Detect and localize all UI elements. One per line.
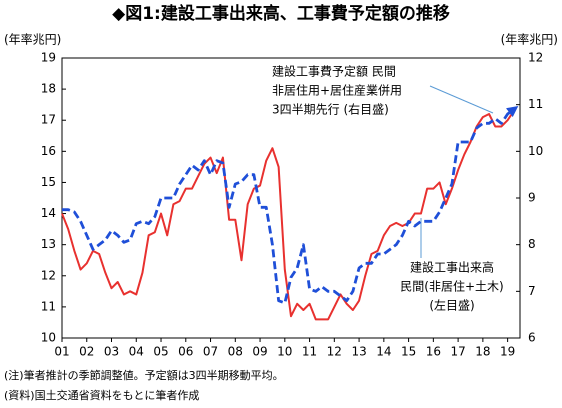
- y2-tick-label: 8: [528, 237, 536, 251]
- y-tick-label: 13: [41, 237, 56, 251]
- x-tick-label: 06: [178, 345, 193, 359]
- y-tick-label: 12: [41, 268, 56, 282]
- x-tick-label: 01: [54, 345, 69, 359]
- x-tick-label: 19: [500, 345, 515, 359]
- y-tick-label: 17: [41, 113, 56, 127]
- y2-tick-label: 10: [528, 144, 543, 158]
- y-axis-label: (年率兆円): [4, 32, 61, 47]
- note: (注)筆者推計の季節調整値。予定額は3四半期移動平均。: [4, 368, 284, 382]
- x-tick-label: 04: [129, 345, 144, 359]
- y-tick-label: 10: [41, 331, 56, 345]
- series-line: [61, 110, 515, 321]
- x-tick-label: 10: [277, 345, 292, 359]
- y2-tick-label: 7: [528, 284, 536, 298]
- x-tick-label: 18: [475, 345, 490, 359]
- annotation-pointer: [429, 85, 494, 114]
- x-tick-label: 07: [203, 345, 218, 359]
- y2-axis-label: (年率兆円): [501, 32, 558, 47]
- annotation: 非居住用+居住産業併用: [272, 83, 402, 98]
- y2-tick-label: 12: [528, 51, 543, 65]
- x-tick-label: 05: [153, 345, 168, 359]
- x-tick-label: 08: [228, 345, 243, 359]
- chart-title: ◆図1:建設工事出来高、工事費予定額の推移: [112, 3, 450, 24]
- y2-tick-label: 9: [528, 191, 536, 205]
- x-tick-label: 03: [104, 345, 119, 359]
- x-tick-label: 11: [302, 345, 317, 359]
- y2-tick-label: 11: [528, 97, 543, 111]
- annotation: 建設工事出来高: [410, 260, 494, 275]
- x-tick-label: 14: [376, 345, 391, 359]
- annotation: (左目盛): [429, 298, 474, 313]
- plot-frame: [61, 57, 521, 339]
- y-tick-label: 18: [41, 82, 56, 96]
- x-tick-label: 12: [327, 345, 342, 359]
- x-tick-label: 15: [401, 345, 416, 359]
- x-tick-label: 16: [426, 345, 441, 359]
- x-tick-label: 02: [79, 345, 94, 359]
- y-tick-label: 11: [41, 299, 56, 313]
- annotation: 3四半期先行 (右目盛): [272, 102, 389, 117]
- annotation: 民間(非居住+土木): [400, 280, 503, 294]
- note: (資料)国土交通省資料をもとに筆者作成: [4, 388, 199, 402]
- y-tick-label: 15: [41, 175, 56, 189]
- x-tick-label: 17: [450, 345, 465, 359]
- y-tick-label: 19: [41, 51, 56, 65]
- annotation: 建設工事費予定額 民間: [272, 64, 396, 79]
- x-tick-label: 13: [351, 345, 366, 359]
- x-tick-label: 09: [252, 345, 267, 359]
- y2-tick-label: 6: [528, 331, 536, 345]
- series-line: [62, 105, 519, 305]
- y-tick-label: 14: [41, 206, 56, 220]
- y-tick-label: 16: [41, 144, 56, 158]
